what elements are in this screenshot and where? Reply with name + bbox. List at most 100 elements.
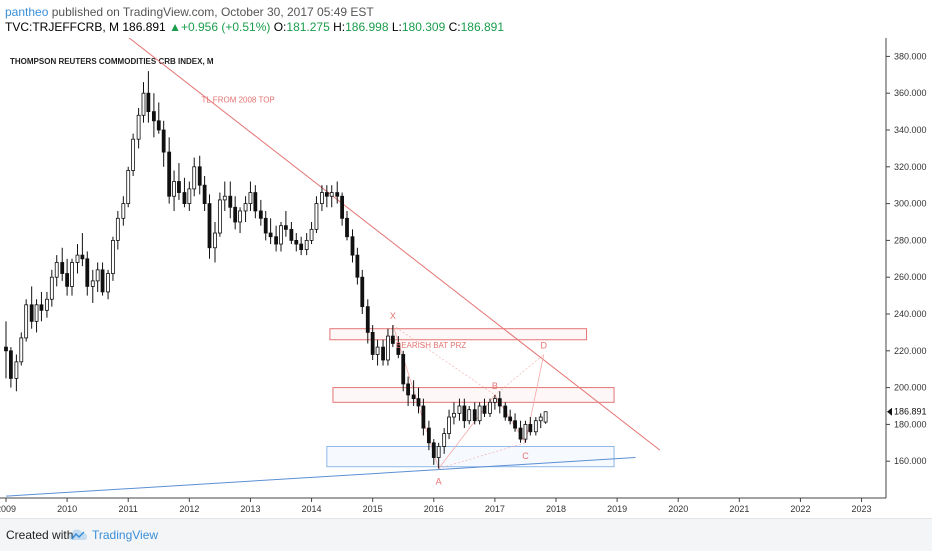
username-link[interactable]: pantheo — [5, 5, 49, 19]
candle-body — [19, 337, 24, 363]
high-value: 186.998 — [345, 20, 389, 34]
y-tick-label: 220.000 — [894, 346, 927, 356]
candle-body — [365, 306, 370, 333]
candle-body — [100, 269, 105, 293]
candle-body — [14, 361, 19, 379]
pattern-point-label: B — [492, 381, 498, 391]
pattern-point-label: X — [390, 311, 396, 321]
candle-body — [274, 236, 279, 245]
candle-body — [314, 203, 319, 230]
candle-body — [192, 166, 197, 190]
candle-body — [253, 192, 258, 212]
candle-body — [238, 210, 242, 223]
candle-body — [503, 405, 508, 418]
x-tick-label: 2017 — [485, 504, 505, 514]
candle-body — [416, 398, 421, 407]
candle-body — [452, 412, 456, 418]
candle-body — [335, 192, 340, 197]
candle-body — [49, 276, 54, 300]
x-tick-label: 2019 — [607, 504, 627, 514]
candle-body — [161, 129, 166, 153]
candle-body — [320, 192, 324, 204]
trendline-label: TL FROM 2008 TOP — [202, 95, 275, 104]
candle-body — [24, 304, 29, 339]
price-chart[interactable]: THOMPSON REUTERS COMMODITIES CRB INDEX, … — [0, 38, 932, 516]
candle-body — [523, 423, 528, 440]
candle-body — [350, 236, 355, 256]
candle-body — [45, 298, 49, 311]
candle-body — [426, 427, 431, 444]
y-tick-label: 160.000 — [894, 456, 927, 466]
candle-body — [543, 411, 548, 423]
y-tick-label: 260.000 — [894, 272, 927, 282]
candle-body — [222, 195, 227, 201]
candle-body — [411, 394, 416, 400]
candle-body — [85, 258, 90, 287]
last-price: 186.891 — [122, 20, 166, 34]
chart-title: THOMPSON REUTERS COMMODITIES CRB INDEX, … — [10, 57, 214, 66]
x-tick-label: 2013 — [240, 504, 260, 514]
candle-body — [263, 217, 268, 234]
pattern-leg — [392, 324, 440, 469]
candle-body — [177, 181, 181, 193]
candle-body — [8, 350, 13, 379]
candle-body — [39, 304, 44, 311]
x-tick-label: 2018 — [546, 504, 566, 514]
candle-body — [533, 420, 538, 433]
y-tick-label: 300.000 — [894, 199, 927, 209]
candle-body — [294, 239, 299, 245]
x-tick-label: 2016 — [424, 504, 444, 514]
candle-body — [283, 225, 288, 230]
candle-body — [279, 225, 283, 245]
candle-body — [436, 446, 441, 458]
up-arrow-icon: ▲ — [169, 20, 181, 34]
last-price-label: 186.891 — [894, 407, 927, 417]
y-tick-label: 240.000 — [894, 309, 927, 319]
candle-body — [60, 262, 65, 274]
candle-body — [396, 343, 401, 355]
price-change: +0.956 (+0.51%) — [180, 20, 271, 34]
x-tick-label: 2021 — [729, 504, 749, 514]
candle-body — [80, 254, 85, 260]
last-price-tag-pointer — [887, 407, 892, 416]
candle-body — [167, 151, 172, 197]
pattern-diagonal — [438, 442, 526, 469]
candle-body — [324, 192, 329, 197]
candle-body — [304, 239, 309, 250]
candle-body — [406, 383, 411, 396]
close-label: C: — [448, 20, 461, 34]
candle-body — [401, 354, 406, 385]
x-tick-label: 2022 — [790, 504, 810, 514]
candle-body — [4, 346, 8, 352]
candle-body — [121, 203, 126, 219]
candle-body — [467, 409, 472, 422]
tradingview-brand-link[interactable]: TradingView — [92, 528, 159, 542]
candle-body — [258, 210, 263, 219]
candle-body — [95, 269, 100, 282]
candle-body — [488, 401, 492, 414]
candle-body — [390, 335, 395, 344]
candle-body — [472, 409, 477, 422]
candle-body — [345, 217, 349, 238]
candle-body — [182, 192, 187, 204]
resistance-trendline — [128, 38, 661, 451]
y-tick-label: 280.000 — [894, 235, 927, 245]
candle-body — [65, 273, 70, 287]
candle-body — [213, 232, 217, 249]
low-value: 180.309 — [401, 20, 446, 34]
candle-body — [442, 433, 447, 447]
x-tick-label: 2010 — [57, 504, 77, 514]
candle-body — [228, 195, 233, 208]
candle-body — [518, 427, 523, 440]
y-tick-label: 200.000 — [894, 383, 927, 393]
x-tick-label: 2012 — [179, 504, 199, 514]
candle-body — [172, 181, 176, 197]
candle-body — [375, 346, 380, 355]
zone-rect — [332, 387, 615, 403]
pattern-point-label: A — [436, 477, 442, 487]
tradingview-cloud-icon — [69, 529, 87, 540]
x-tick-label: 2014 — [302, 504, 322, 514]
prz-label: BEARISH BAT PRZ — [396, 341, 467, 350]
candle-body — [131, 138, 136, 171]
x-tick-label: 2009 — [0, 504, 16, 514]
